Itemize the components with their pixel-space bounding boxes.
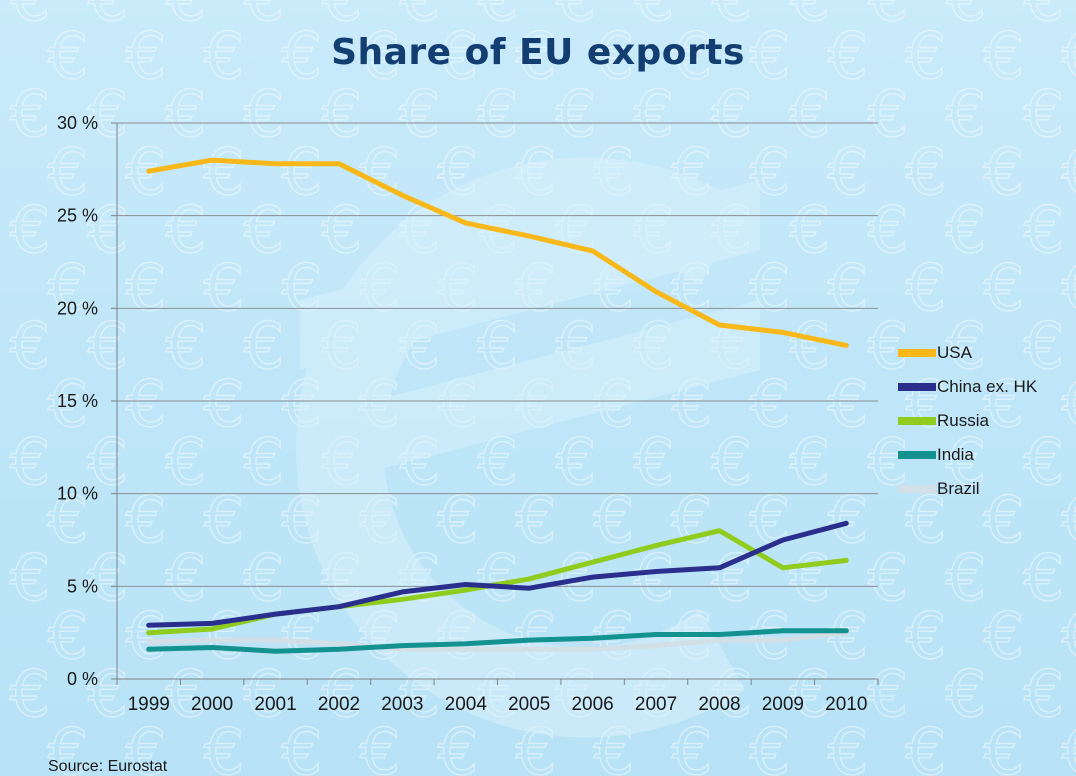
x-tick-label: 2005 [508,694,550,715]
x-tick-labels: 1999 2000 2001 2002 2003 2004 2005 2006 2007 2008… [128,694,868,715]
legend-item-india: India [898,438,1073,472]
x-tick-label: 2009 [762,694,804,715]
legend-swatch [898,383,936,391]
legend-item-russia: Russia [898,404,1073,438]
legend-label: Brazil [937,479,980,499]
x-tick-label: 2000 [191,694,233,715]
x-tick-label: 2001 [254,694,296,715]
legend: USA China ex. HK Russia India Brazil [898,336,1073,506]
x-tick-label: 2007 [635,694,677,715]
legend-label: China ex. HK [937,377,1037,397]
y-tick-label: 20 % [57,298,98,318]
y-tick-label: 5 % [67,576,98,596]
legend-swatch [898,349,936,357]
legend-swatch [898,485,936,493]
legend-swatch [898,451,936,459]
legend-label: Russia [937,411,989,431]
axes [111,123,878,685]
x-tick-label: 2004 [445,694,488,715]
y-tick-label: 30 % [57,113,98,133]
legend-label: India [937,445,974,465]
gridlines [117,123,878,586]
series-lines [149,160,847,651]
x-tick-label: 2008 [698,694,740,715]
y-tick-label: 0 % [67,669,98,689]
x-tick-label: 1999 [128,694,170,715]
y-tick-label: 10 % [57,484,98,504]
series-line-china-ex-hk [149,523,847,625]
legend-item-usa: USA [898,336,1073,370]
y-tick-label: 15 % [57,391,98,411]
x-tick-label: 2006 [571,694,613,715]
x-tick-label: 2010 [825,694,867,715]
x-tick-label: 2002 [318,694,360,715]
x-tick-label: 2003 [381,694,423,715]
series-line-usa [149,160,847,345]
y-tick-labels: 0 % 5 % 10 % 15 % 20 % 25 % 30 % [57,113,98,689]
legend-item-brazil: Brazil [898,472,1073,506]
legend-swatch [898,417,936,425]
legend-item-china-ex-hk: China ex. HK [898,370,1073,404]
source-note: Source: Eurostat [48,758,167,776]
legend-label: USA [937,343,972,363]
y-tick-label: 25 % [57,206,98,226]
